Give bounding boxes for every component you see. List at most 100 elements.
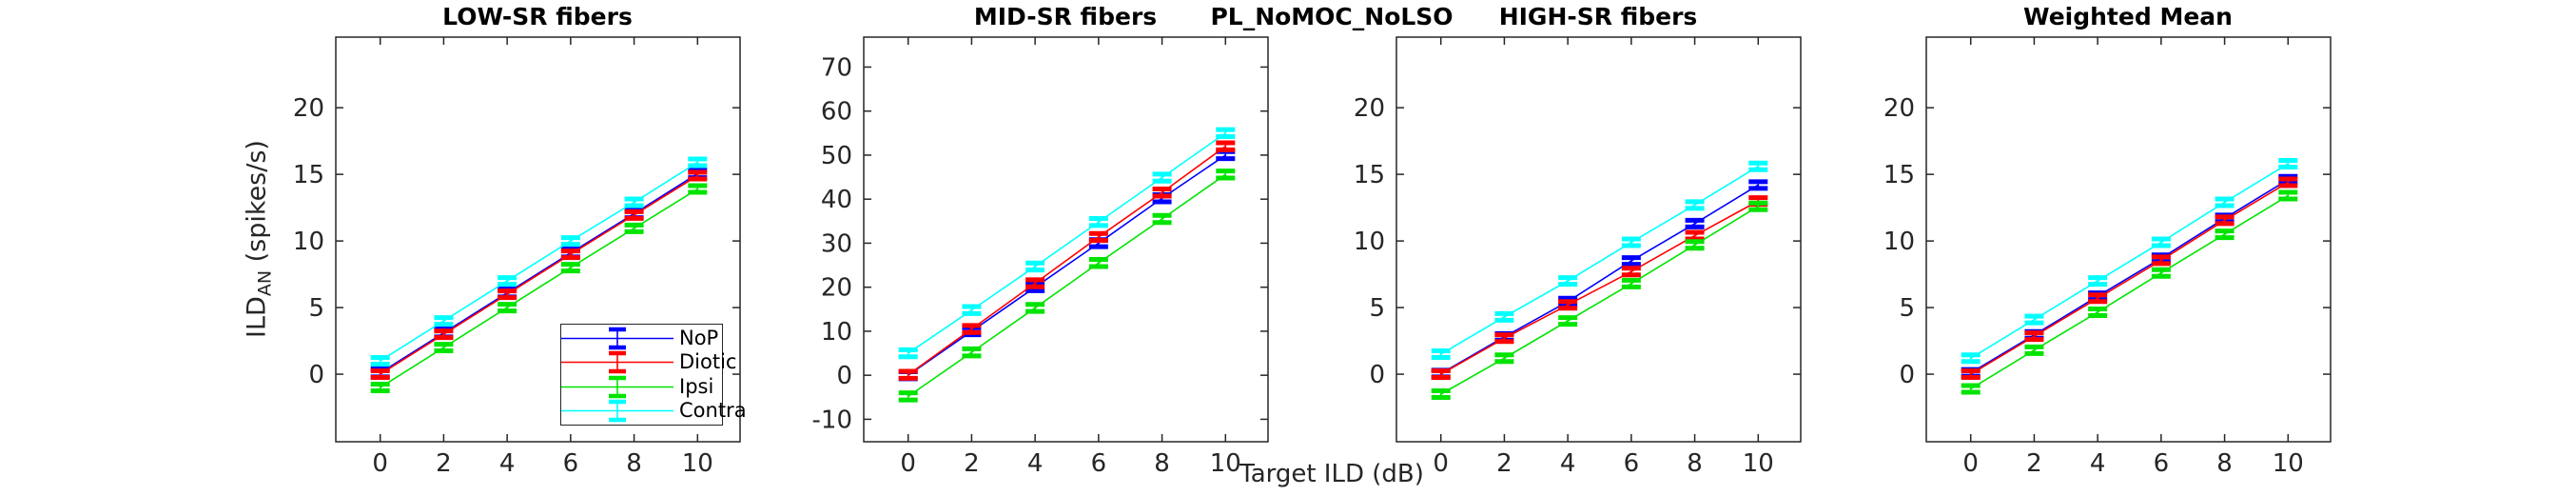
x-tick-label: 0 [372, 449, 388, 478]
y-tick-label: 15 [1354, 161, 1385, 189]
legend-label: Contra [679, 398, 747, 422]
series-contra [1961, 157, 2298, 365]
x-tick-label: 0 [1433, 449, 1449, 478]
y-tick-label: 70 [821, 53, 852, 82]
subplot-weighted-mean: 0 2 4 6 8 10 0 5 10 15 20 [1883, 36, 2332, 478]
legend-glyph-nop [561, 327, 673, 350]
y-tick-label: 0 [1899, 361, 1915, 389]
subplot-title-weighted-mean: Weighted Mean [2023, 3, 2233, 30]
series-diotic [1961, 176, 2298, 381]
x-tick-label: 6 [1624, 449, 1640, 478]
y-tick-label: 10 [821, 318, 852, 347]
y-tick-label: 50 [821, 142, 852, 170]
x-tick-label: 6 [2154, 449, 2170, 478]
x-tick-label: 8 [1687, 449, 1703, 478]
x-tick-label: 0 [1962, 449, 1979, 478]
x-tick-label: 2 [1496, 449, 1512, 478]
subplot-mid-sr-fibers: 0 2 4 6 8 10 -10 0 10 20 30 40 50 60 70 [812, 36, 1269, 478]
series-ipsi [1961, 189, 2298, 395]
legend-label: Diotic [679, 350, 737, 374]
series-line [1440, 206, 1759, 395]
y-axis-label-subscript: AN [254, 269, 276, 297]
legend-entry-nop: NoP [561, 327, 722, 350]
series-nop [1431, 179, 1768, 380]
x-tick-label: 10 [2273, 449, 2304, 478]
y-tick-label: 0 [1369, 361, 1385, 389]
y-tick-label: 20 [1883, 94, 1915, 123]
y-axis-label: ILDAN (spikes/s) [242, 140, 275, 338]
y-tick-label: 10 [1354, 228, 1385, 256]
legend-entry-contra: Contra [561, 399, 747, 423]
y-tick-label: 15 [1883, 161, 1915, 189]
y-tick-label: 60 [821, 98, 852, 127]
legend-label: NoP [679, 327, 719, 350]
series-line [380, 172, 698, 374]
x-tick-label: 10 [1743, 449, 1774, 478]
series-line [1970, 179, 2289, 374]
x-tick-label: 6 [563, 449, 579, 478]
legend-label: Ipsi [679, 374, 714, 398]
series-line [907, 132, 1226, 354]
series-line [1970, 181, 2289, 375]
series-line [380, 161, 698, 362]
series-contra [1431, 160, 1768, 361]
series-diotic [898, 140, 1236, 381]
series-line [380, 174, 698, 375]
y-tick-label: 10 [1883, 228, 1915, 256]
series-line [1440, 200, 1759, 375]
y-tick-label: 30 [821, 229, 852, 258]
series-line [1440, 166, 1759, 355]
x-tick-label: 8 [626, 449, 642, 478]
y-tick-label: 5 [308, 294, 324, 323]
x-axis-label: Target ILD (dB) [1239, 460, 1424, 488]
x-tick-label: 10 [682, 449, 713, 478]
subplot-low-sr-fibers: 0 2 4 6 8 10 0 5 10 15 20 [293, 36, 741, 478]
legend-entry-diotic: Diotic [561, 350, 736, 374]
series-line [1440, 184, 1759, 375]
y-tick-label: 10 [293, 228, 324, 256]
series-line [380, 188, 698, 388]
y-tick-label: 5 [1369, 294, 1385, 323]
x-tick-label: 4 [1560, 449, 1576, 478]
y-tick-label: 20 [1354, 94, 1385, 123]
subplot-title-low-sr: LOW-SR fibers [442, 3, 633, 30]
y-tick-label: 5 [1899, 294, 1915, 323]
series-contra [370, 156, 708, 367]
series-diotic [370, 169, 708, 381]
y-tick-label: 0 [836, 362, 852, 390]
series-contra [898, 127, 1236, 360]
y-tick-label: 40 [821, 186, 852, 214]
y-tick-label: 15 [293, 161, 324, 189]
x-tick-label: 4 [1027, 449, 1044, 478]
legend-glyph-diotic [561, 351, 673, 374]
x-tick-label: 2 [964, 449, 980, 478]
subplot-title-high-sr: HIGH-SR fibers [1498, 3, 1698, 30]
x-tick-label: 2 [436, 449, 452, 478]
x-tick-label: 2 [2026, 449, 2042, 478]
series-ipsi [898, 169, 1236, 403]
x-tick-label: 8 [2216, 449, 2233, 478]
series-line [1970, 194, 2289, 390]
series-diotic [1431, 195, 1768, 381]
figure-title: PL_NoMOC_NoLSO [1210, 3, 1454, 30]
y-axis-label-main: ILD [242, 296, 272, 338]
y-tick-label: 20 [293, 94, 324, 123]
x-tick-label: 0 [900, 449, 916, 478]
y-tick-label: -10 [812, 406, 852, 434]
legend-entry-ipsi: Ipsi [561, 375, 722, 399]
x-tick-label: 6 [1091, 449, 1107, 478]
x-tick-label: 4 [2090, 449, 2106, 478]
series-ipsi [370, 183, 708, 394]
y-tick-label: 0 [308, 361, 324, 389]
series-line [907, 154, 1226, 376]
series-line [907, 173, 1226, 398]
y-axis-label-unit: (spikes/s) [242, 140, 272, 270]
series-line [907, 146, 1226, 376]
series-ipsi [1431, 200, 1768, 401]
x-tick-label: 4 [499, 449, 516, 478]
legend-glyph-contra [561, 399, 673, 423]
subplot-high-sr-fibers: 0 2 4 6 8 10 0 5 10 15 20 [1354, 36, 1802, 478]
x-tick-label: 8 [1154, 449, 1170, 478]
